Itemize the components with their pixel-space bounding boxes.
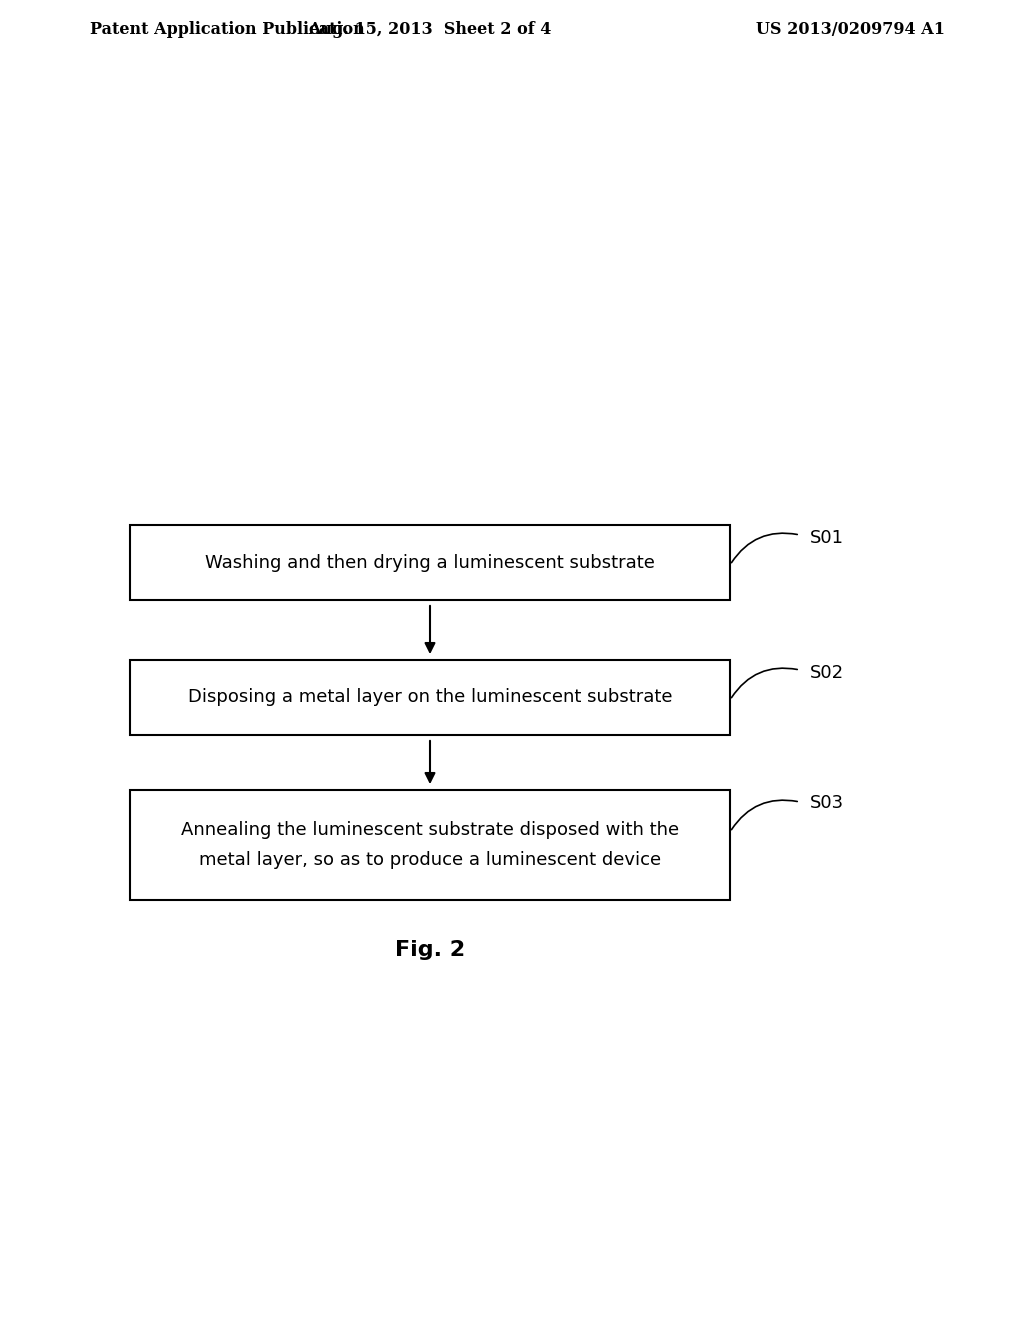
Bar [130,660,730,735]
Text: Washing and then drying a luminescent substrate: Washing and then drying a luminescent su… [205,553,655,572]
Text: Disposing a metal layer on the luminescent substrate: Disposing a metal layer on the luminesce… [187,689,672,706]
Bar [130,789,730,900]
Text: US 2013/0209794 A1: US 2013/0209794 A1 [756,21,944,38]
Text: Annealing the luminescent substrate disposed with the
metal layer, so as to prod: Annealing the luminescent substrate disp… [181,821,679,869]
Text: S02: S02 [810,664,844,682]
Text: S03: S03 [810,795,844,812]
Text: Patent Application Publication: Patent Application Publication [90,21,365,38]
Bar [130,525,730,601]
Text: Fig. 2: Fig. 2 [395,940,465,960]
Text: S01: S01 [810,529,844,546]
Text: Aug. 15, 2013  Sheet 2 of 4: Aug. 15, 2013 Sheet 2 of 4 [308,21,552,38]
